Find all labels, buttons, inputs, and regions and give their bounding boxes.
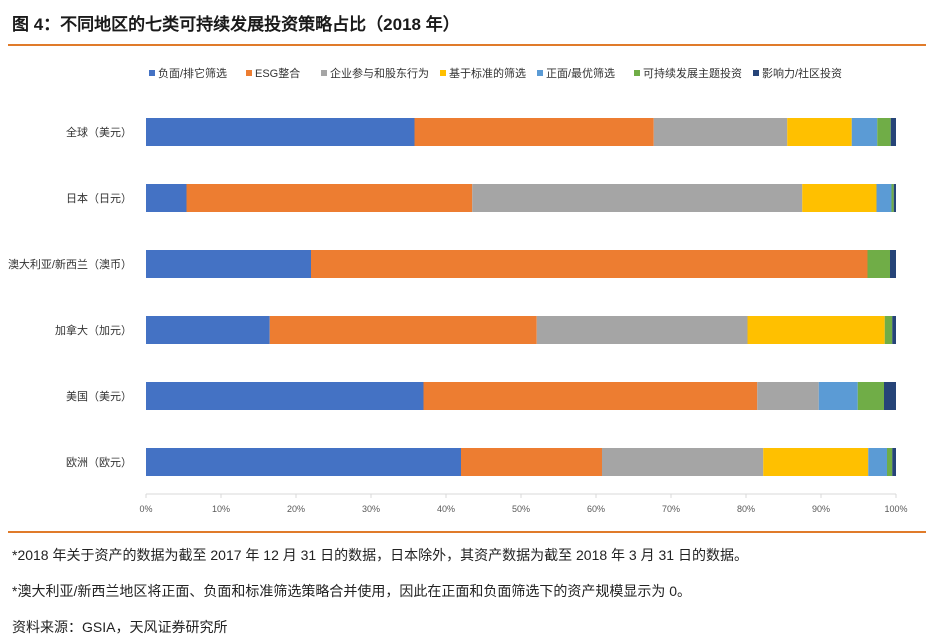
- chart-legend: 负面/排它筛选 ESG整合 企业参与和股东行为 基于标准的筛选 正面/最优筛选 可持续发展…: [149, 66, 842, 80]
- bar-segment-3-6: [867, 250, 890, 278]
- notes-divider: [8, 531, 926, 533]
- bar-segment-5-6: [857, 382, 884, 410]
- bar-segment-2-4: [802, 184, 877, 212]
- bar-segment-1-7: [890, 118, 896, 146]
- bar-segment-6-6: [887, 448, 893, 476]
- x-tick-label-9: 90%: [812, 504, 830, 514]
- legend-swatch-2: [246, 70, 252, 76]
- bar-segment-3-1: [146, 250, 311, 278]
- bar-segment-5-7: [884, 382, 896, 410]
- stacked-bar-chart: 负面/排它筛选 ESG整合 企业参与和股东行为 基于标准的筛选 正面/最优筛选 可持续发展…: [8, 66, 908, 514]
- category-labels: 全球（美元） 日本（日元） 澳大利亚/新西兰（澳币） 加拿大（加元） 美国（美元） 欧洲（…: [8, 125, 132, 469]
- bar-segment-1-6: [877, 118, 891, 146]
- footnote-australia: *澳大利亚/新西兰地区将正面、负面和标准筛选策略合并使用，因此在正面和负面筛选下…: [12, 583, 692, 599]
- bar-segment-4-3: [536, 316, 748, 344]
- chart-title: 图 4：不同地区的七类可持续发展投资策略占比（2018 年）: [12, 15, 460, 34]
- bar-segment-6-3: [602, 448, 764, 476]
- source-note: 资料来源：GSIA，天风证券研究所: [12, 619, 228, 635]
- bar-segment-6-5: [868, 448, 887, 476]
- bar-area: [146, 118, 896, 476]
- bar-segment-2-1: [146, 184, 187, 212]
- category-label-6: 欧洲（欧元）: [66, 456, 132, 469]
- x-tick-label-6: 60%: [587, 504, 605, 514]
- category-label-4: 加拿大（加元）: [55, 323, 132, 337]
- bar-segment-2-2: [186, 184, 473, 212]
- x-axis: 0% 10% 20% 30% 40% 50% 60% 70% 80% 90% 100%: [139, 493, 908, 514]
- x-tick-label-7: 70%: [662, 504, 680, 514]
- bar-segment-6-1: [146, 448, 461, 476]
- x-tick-label-1: 10%: [212, 504, 230, 514]
- x-tick-label-8: 80%: [737, 504, 755, 514]
- bar-segment-1-1: [146, 118, 415, 146]
- legend-label-5: 正面/最优筛选: [546, 66, 615, 80]
- bar-segment-4-6: [884, 316, 893, 344]
- bar-segment-4-7: [892, 316, 896, 344]
- bar-segment-6-2: [461, 448, 602, 476]
- category-label-1: 全球（美元）: [66, 125, 132, 139]
- bar-segment-4-1: [146, 316, 270, 344]
- legend-swatch-1: [149, 70, 155, 76]
- x-tick-label-0: 0%: [139, 504, 152, 514]
- x-tick-label-4: 40%: [437, 504, 455, 514]
- bar-segment-4-2: [269, 316, 537, 344]
- bar-segment-5-1: [146, 382, 424, 410]
- legend-swatch-4: [440, 70, 446, 76]
- x-tick-label-2: 20%: [287, 504, 305, 514]
- legend-label-1: 负面/排它筛选: [158, 66, 227, 80]
- legend-label-6: 可持续发展主题投资: [643, 66, 742, 80]
- legend-swatch-6: [634, 70, 640, 76]
- bar-segment-6-7: [892, 448, 896, 476]
- footnote-date: *2018 年关于资产的数据为截至 2017 年 12 月 31 日的数据，日本…: [12, 547, 748, 563]
- legend-label-7: 影响力/社区投资: [762, 66, 842, 80]
- bar-segment-5-2: [423, 382, 758, 410]
- x-tick-label-3: 30%: [362, 504, 380, 514]
- legend-swatch-7: [753, 70, 759, 76]
- legend-label-3: 企业参与和股东行为: [330, 66, 429, 80]
- bar-segment-3-2: [311, 250, 868, 278]
- category-label-5: 美国（美元）: [66, 390, 132, 403]
- bar-segment-5-5: [818, 382, 858, 410]
- bar-segment-4-4: [747, 316, 885, 344]
- bar-segment-2-6: [891, 184, 894, 212]
- bar-segment-1-2: [414, 118, 654, 146]
- legend-swatch-3: [321, 70, 327, 76]
- bar-segment-1-5: [851, 118, 878, 146]
- category-label-3: 澳大利亚/新西兰（澳币）: [8, 257, 132, 271]
- legend-label-4: 基于标准的筛选: [449, 66, 526, 80]
- category-label-2: 日本（日元）: [66, 191, 132, 205]
- legend-label-2: ESG整合: [255, 66, 300, 80]
- x-tick-label-10: 100%: [884, 504, 907, 514]
- bar-segment-2-3: [472, 184, 803, 212]
- bar-segment-6-4: [763, 448, 869, 476]
- bar-segment-5-3: [757, 382, 819, 410]
- bar-segment-1-3: [653, 118, 788, 146]
- bar-segment-1-4: [787, 118, 852, 146]
- legend-swatch-5: [537, 70, 543, 76]
- x-tick-label-5: 50%: [512, 504, 530, 514]
- bar-segment-3-7: [890, 250, 896, 278]
- title-divider: [8, 44, 926, 46]
- bar-segment-2-7: [893, 184, 896, 212]
- bar-segment-2-5: [876, 184, 892, 212]
